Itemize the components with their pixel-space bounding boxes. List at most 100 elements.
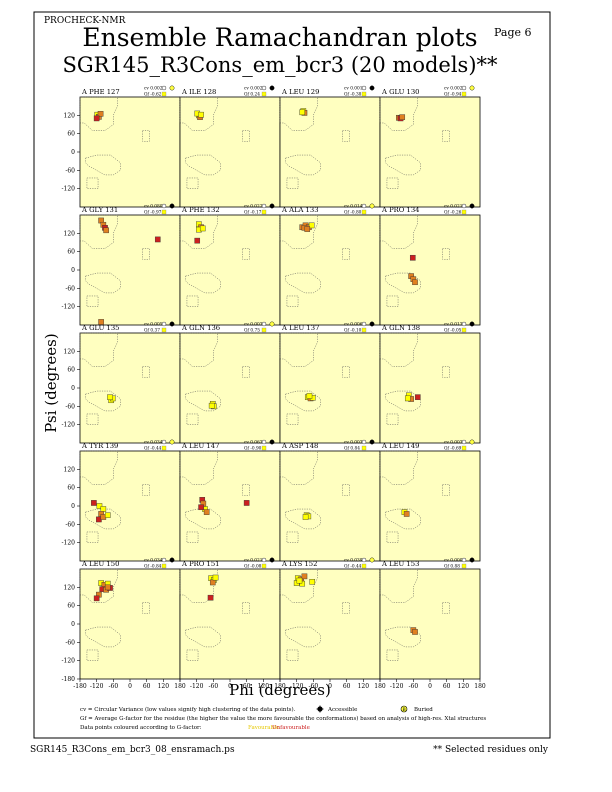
accessibility-icon: [269, 439, 275, 445]
y-tick-label: 0: [71, 503, 75, 510]
core-region-outline: [342, 366, 350, 378]
x-tick-label: 0: [328, 683, 332, 690]
panel-label: A GLY 131: [81, 206, 118, 214]
y-tick-label: -120: [62, 422, 76, 429]
panel-background: [279, 96, 381, 208]
core-region-outline: [242, 248, 250, 260]
accessibility-icon: [269, 203, 275, 209]
panel-gf: Gf -0.38: [344, 93, 362, 98]
core-region-outline: [386, 295, 399, 307]
x-tick-label: 180: [474, 683, 486, 690]
panel-background: [279, 332, 381, 444]
svg-text:B: B: [402, 707, 406, 713]
y-tick-label: 0: [71, 149, 75, 156]
panel-gf: Gf -0.97: [144, 211, 162, 216]
core-region-outline: [285, 272, 321, 294]
legend-accessible: Accessible: [327, 707, 357, 713]
core-region-outline: [142, 130, 150, 142]
cv-marker-icon: [361, 203, 367, 209]
cv-marker-icon: [261, 85, 267, 91]
x-tick-label: -60: [208, 683, 218, 690]
x-tick-label: -120: [190, 683, 204, 690]
core-region-outline: [186, 413, 199, 425]
core-region-outline: [442, 248, 450, 260]
core-region-outline: [242, 366, 250, 378]
panel-background: [379, 214, 481, 326]
data-point: [212, 574, 219, 581]
core-region-outline: [385, 272, 421, 294]
core-region-outline: [285, 154, 321, 176]
accessibility-icon: [469, 557, 475, 563]
legend-colour-text: Data points coloured according to G-fact…: [80, 725, 202, 731]
core-region-outline: [142, 484, 150, 496]
core-region-outline: [386, 177, 399, 189]
x-tick-label: -120: [90, 683, 104, 690]
panel-cv: cv 0.039: [344, 559, 363, 564]
legend-favourable: Favourable: [248, 725, 279, 731]
accessibility-icon: [369, 85, 375, 91]
core-region-outline: [286, 531, 299, 543]
y-tick-label: 120: [64, 348, 76, 355]
panel-background: [79, 450, 181, 562]
core-region-outline: [286, 413, 299, 425]
data-point: [409, 254, 416, 261]
core-region-outline: [142, 248, 150, 260]
data-point: [208, 402, 215, 409]
core-region-outline: [186, 177, 199, 189]
core-region-outline: [86, 649, 99, 661]
panel-background: [379, 450, 481, 562]
panel-label: A PRO 151: [181, 560, 219, 568]
panel-cv: cv 0.014: [344, 205, 363, 210]
accessibility-icon: [369, 203, 375, 209]
x-tick-label: 180: [274, 683, 286, 690]
panel-label: A LEU 129: [281, 88, 319, 96]
x-tick-label: 180: [374, 683, 386, 690]
panel-background: [379, 96, 481, 208]
x-tick-label: -120: [390, 683, 404, 690]
panel-gf: Gf -0.94: [444, 93, 462, 98]
data-point: [399, 114, 406, 120]
panel-cv: cv 0.034: [144, 441, 163, 446]
gf-colour-swatch: [261, 209, 267, 215]
y-tick-label: 120: [64, 230, 76, 237]
data-point: [414, 394, 421, 400]
panel-cv: cv 0.003: [244, 323, 263, 328]
gf-colour-swatch: [461, 563, 467, 569]
footer-filename: SGR145_R3Cons_em_bcr3_08_ensramach.ps: [30, 745, 235, 755]
panel-gf: Gf -0.26: [444, 211, 462, 216]
y-tick-label: 60: [67, 249, 75, 256]
accessibility-icon: [469, 203, 475, 209]
core-region-outline: [442, 602, 450, 614]
panel-gf: Gf -0.62: [144, 93, 162, 98]
panel-cv: cv 0.080: [144, 205, 163, 210]
core-region-outline: [286, 177, 299, 189]
data-point: [96, 503, 103, 509]
data-point: [198, 111, 204, 118]
core-region-outline: [185, 272, 221, 294]
gf-colour-swatch: [461, 91, 467, 97]
data-point: [403, 511, 410, 517]
panel-gf: Gf -0.44: [144, 447, 162, 452]
data-point: [296, 577, 303, 584]
x-axis-label: Phi (degrees): [229, 681, 331, 699]
panel-label: A GLU 135: [81, 324, 120, 332]
accessibility-icon: [369, 321, 375, 327]
y-tick-label: -60: [65, 521, 75, 528]
core-region-outline: [385, 626, 421, 648]
y-tick-label: 0: [71, 385, 75, 392]
cv-marker-icon: [361, 557, 367, 563]
y-tick-label: -120: [62, 658, 76, 665]
x-tick-label: 0: [228, 683, 232, 690]
cv-marker-icon: [361, 85, 367, 91]
core-region-outline: [86, 295, 99, 307]
y-tick-label: 0: [71, 621, 75, 628]
panel-cv: cv 0.034: [144, 559, 163, 564]
panel-cv: cv 0.003: [344, 441, 363, 446]
gf-colour-swatch: [161, 563, 167, 569]
core-region-outline: [85, 154, 121, 176]
